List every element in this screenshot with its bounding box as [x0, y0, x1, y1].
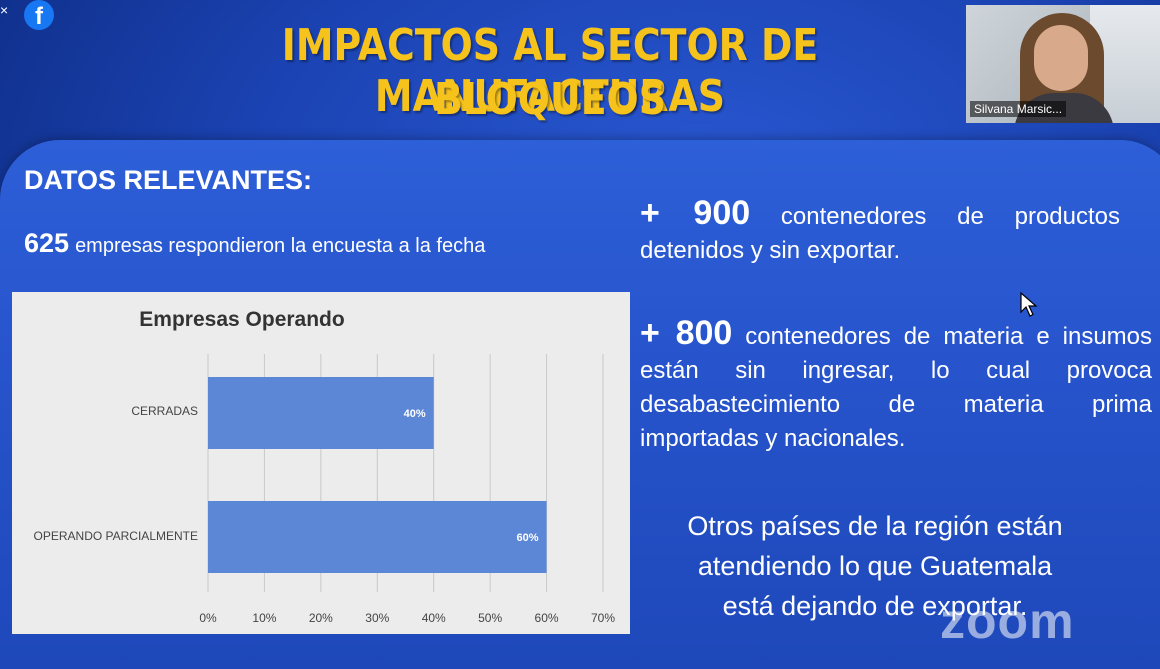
- detained-count: + 900: [640, 194, 751, 232]
- respondents-line: 625 empresas respondieron la encuesta a l…: [24, 228, 485, 259]
- x-tick-label: 60%: [535, 611, 559, 625]
- facebook-icon[interactable]: f: [24, 0, 54, 30]
- participant-face: [1034, 25, 1088, 91]
- x-tick-label: 20%: [309, 611, 333, 625]
- x-tick-label: 40%: [422, 611, 446, 625]
- slide-title-line2: BLOQUEOS: [434, 74, 666, 125]
- bar-operando-parcialmente: [208, 501, 547, 573]
- bar-chart: Empresas Operando CERRADAS OPERANDO PARC…: [12, 292, 630, 634]
- section-heading: DATOS RELEVANTES:: [24, 165, 313, 195]
- category-label-cerradas: CERRADAS: [131, 404, 198, 418]
- participant-name: Silvana Marsic...: [970, 101, 1067, 117]
- x-tick-label: 10%: [252, 611, 276, 625]
- detained-text: contenedores de productos detenidos y si…: [640, 203, 1121, 264]
- bar-cerradas: [208, 377, 434, 449]
- chart-title: Empresas Operando: [139, 308, 345, 331]
- x-tick-label: 30%: [365, 611, 389, 625]
- inputs-text: contenedores de materia e insumos están …: [640, 323, 1153, 452]
- x-tick-label: 50%: [478, 611, 502, 625]
- closing-line-3: está dejando de exportar.: [722, 591, 1028, 621]
- respondents-text: empresas respondieron la encuesta a la f…: [75, 235, 486, 257]
- zoom-watermark: zoom: [940, 593, 1075, 649]
- bar-data-label: 60%: [517, 532, 539, 544]
- chart-plot-area: 0% 10% 20% 30% 40% 50% 60% 70% 40% 60%: [199, 354, 615, 625]
- inputs-containers-block: + 800 contenedores de materia e insumos …: [640, 316, 1152, 456]
- category-label-operando-parcialmente: OPERANDO PARCIALMENTE: [33, 529, 198, 543]
- x-tick-label: 0%: [199, 611, 217, 625]
- inputs-count: + 800: [640, 314, 733, 352]
- closing-statement: Otros países de la región están atendien…: [640, 506, 1110, 626]
- closing-line-2: atendiendo lo que Guatemala: [697, 551, 1053, 581]
- closing-line-1: Otros países de la región están: [687, 511, 1063, 541]
- mouse-cursor-icon: [1020, 292, 1038, 317]
- close-icon[interactable]: ×: [0, 2, 9, 18]
- respondents-count: 625: [24, 228, 70, 258]
- x-tick-label: 70%: [591, 611, 615, 625]
- slide-title-line1: IMPACTOS AL SECTOR DE MANUFACTURAS: [281, 20, 819, 122]
- bar-data-label: 40%: [404, 408, 426, 420]
- participant-video-tile[interactable]: Silvana Marsic...: [966, 5, 1160, 123]
- detained-containers-block: + 900 contenedores de productos detenido…: [640, 196, 1120, 268]
